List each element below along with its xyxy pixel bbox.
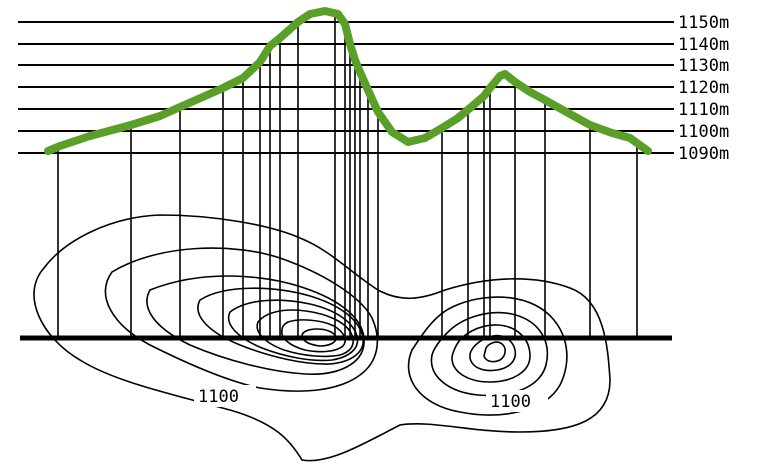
contour-line [146,275,365,375]
contour-value-label: 1100 [490,392,531,412]
contour-line-right [451,324,531,383]
elevation-label: 1150m [678,13,729,33]
contour-line [227,299,359,362]
contour-line-right [407,296,568,416]
contour-labels: 1100 1100 [194,385,548,412]
contour-value-label: 1100 [198,387,239,407]
elevation-profile-curve [44,7,652,155]
elevation-labels: 1150m 1140m 1130m 1120m 1110m 1100m 1090… [678,13,729,164]
contour-line-right [483,341,506,363]
label-backdrop [194,385,256,407]
contour-line [256,309,355,358]
elevation-label: 1100m [678,122,729,142]
elevation-label: 1120m [678,78,729,98]
elevation-label: 1140m [678,35,729,55]
elevation-label: 1090m [678,144,729,164]
contour-line-right [469,334,517,372]
projection-lines [57,14,638,338]
contour-line [197,287,364,365]
label-backdrop [486,390,548,412]
elevation-label: 1110m [678,100,729,120]
elevation-lines [18,21,674,154]
contour-line [104,247,379,392]
elevation-label: 1130m [678,56,729,76]
